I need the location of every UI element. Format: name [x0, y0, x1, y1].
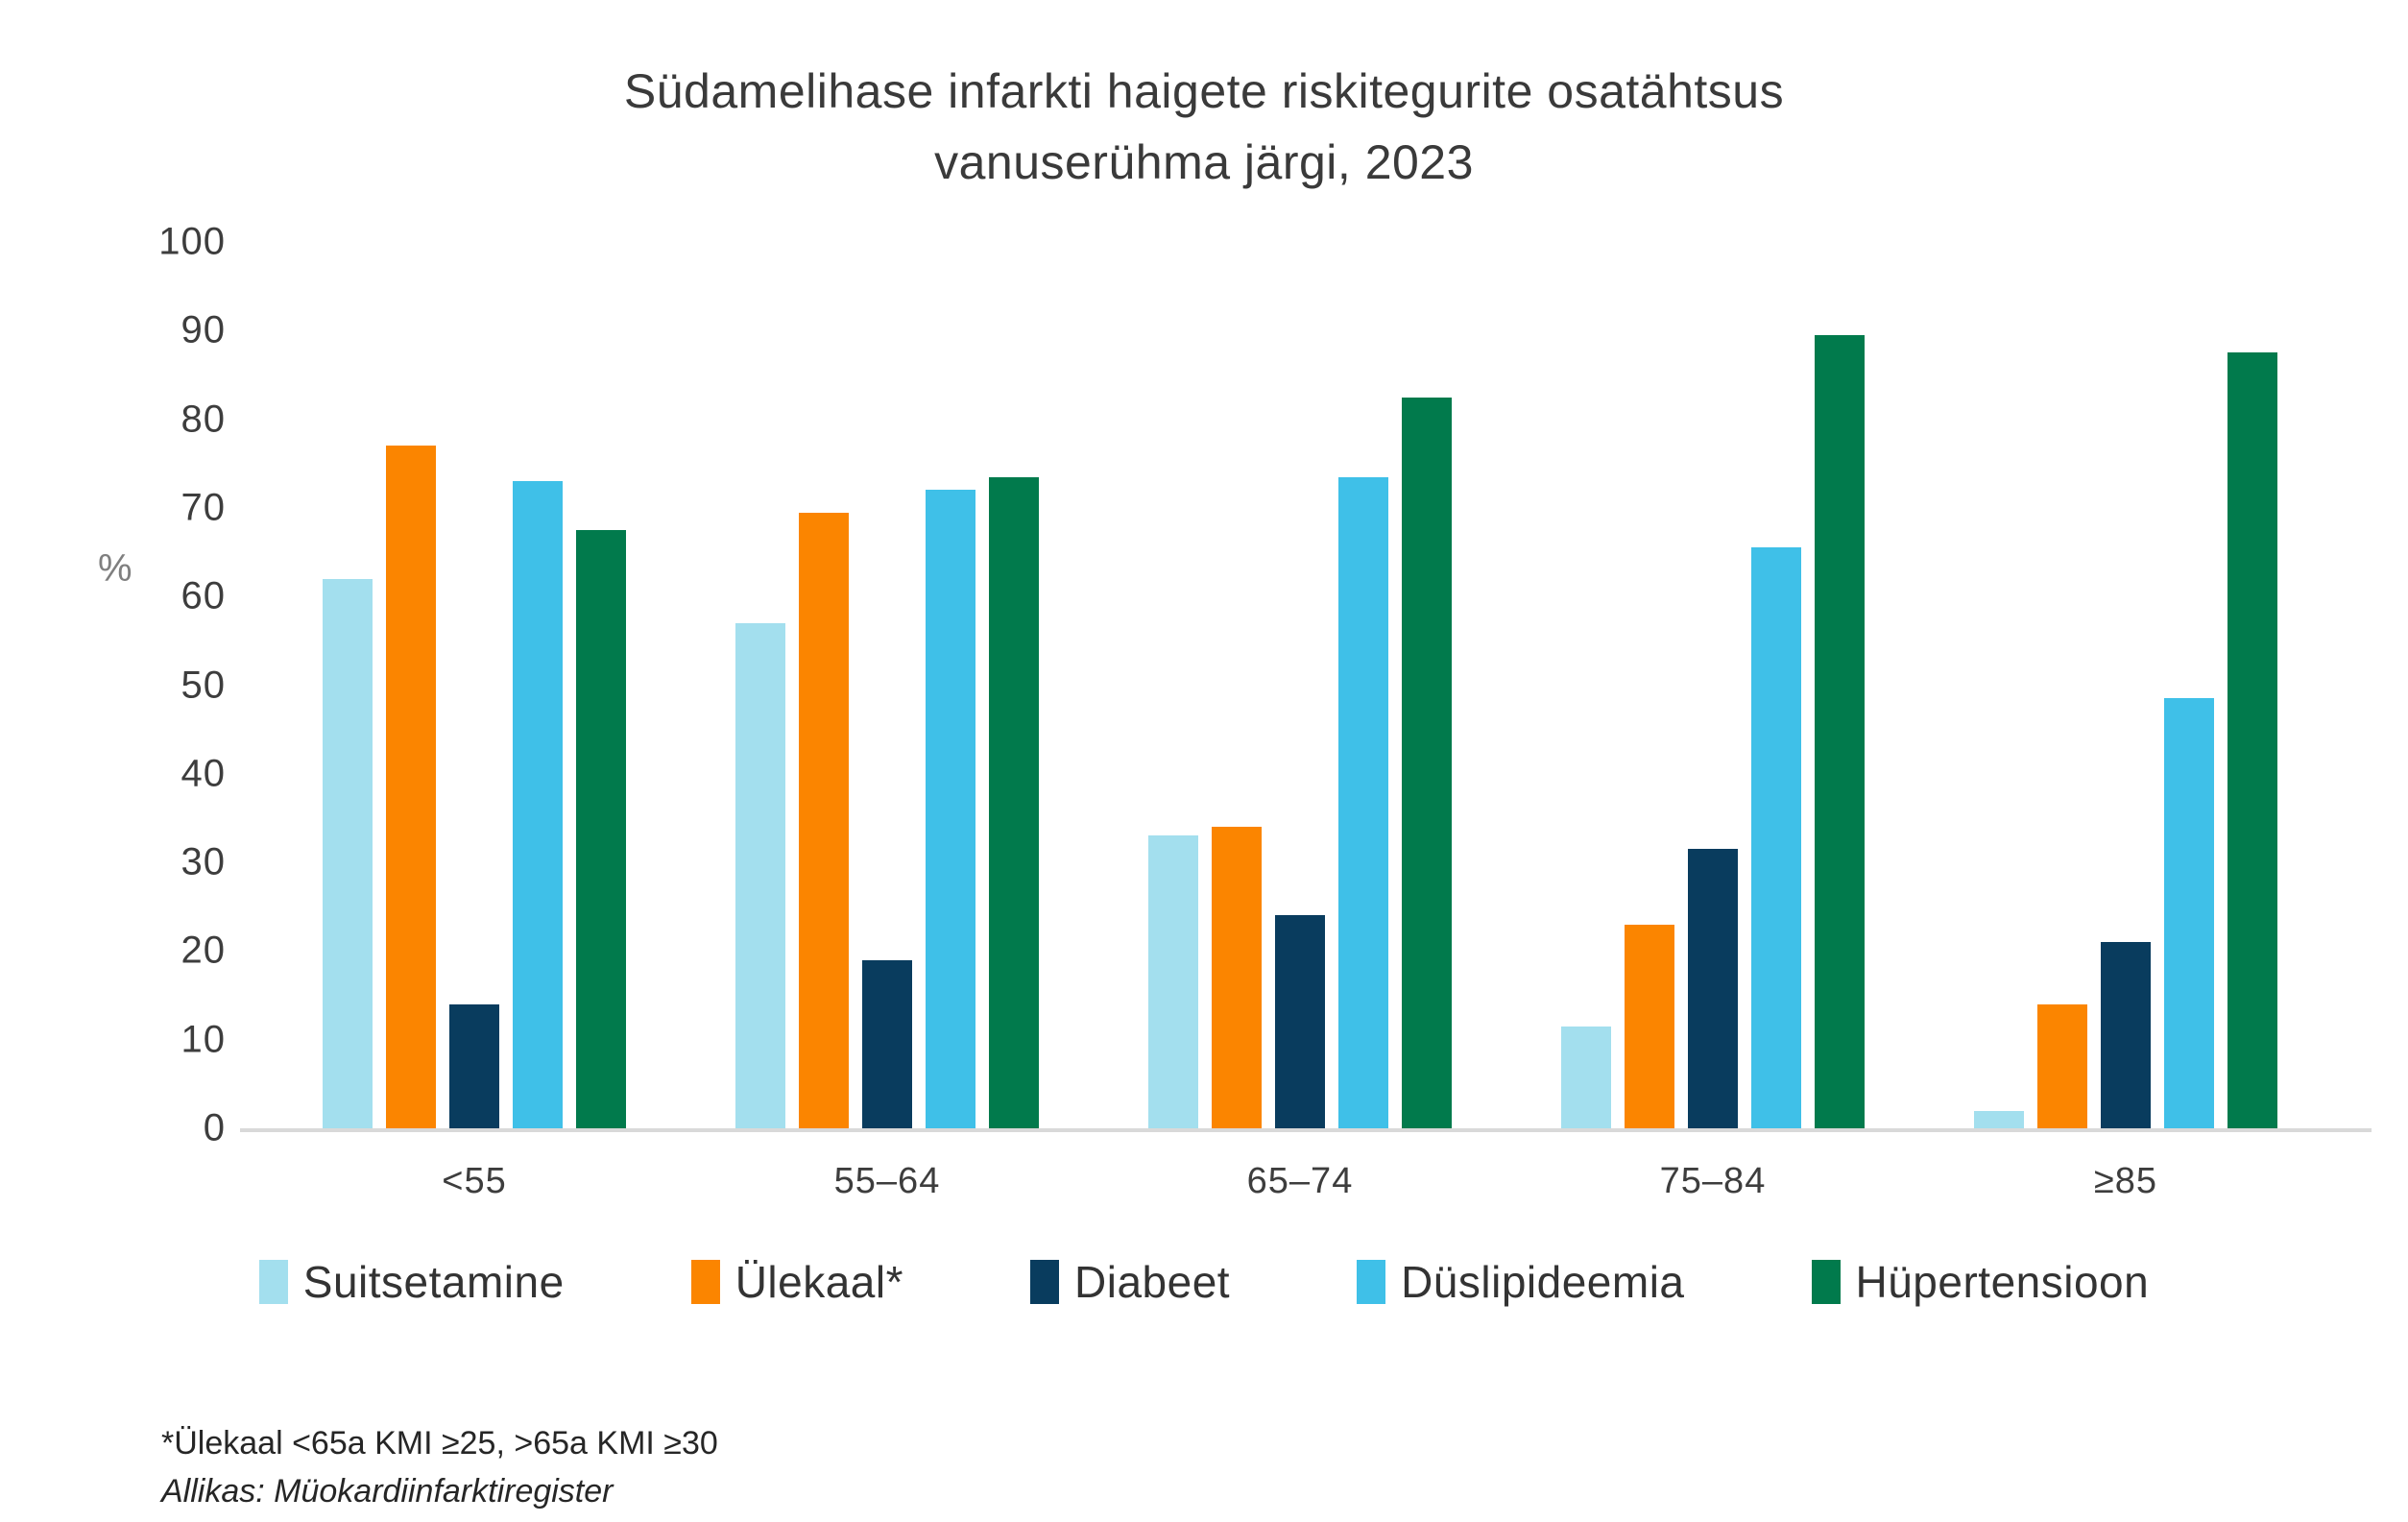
y-axis-tick: 50	[181, 664, 226, 706]
y-axis-tick: 30	[181, 840, 226, 883]
bar	[1275, 915, 1325, 1128]
bar-group	[323, 242, 626, 1128]
x-axis-line	[240, 1128, 2372, 1132]
y-axis-tick: 100	[158, 220, 226, 263]
legend-label: Diabeet	[1074, 1257, 1231, 1307]
y-axis-tick: 70	[181, 486, 226, 529]
legend-swatch-diabeet	[1030, 1260, 1060, 1304]
bar-group	[1974, 242, 2277, 1128]
bar	[2101, 942, 2151, 1128]
y-axis-tick: 80	[181, 398, 226, 441]
y-axis-title: %	[98, 547, 132, 590]
y-axis-tick: 60	[181, 574, 226, 617]
bar	[323, 578, 373, 1128]
y-axis-tick: 90	[181, 308, 226, 351]
legend-item-hupertensioon: Hüpertensioon	[1811, 1256, 2150, 1308]
bar	[1974, 1110, 2024, 1128]
bar	[862, 959, 912, 1128]
x-axis-label: <55	[442, 1161, 507, 1201]
y-axis-tick: 10	[181, 1018, 226, 1061]
bar	[799, 512, 849, 1128]
legend-label: Hüpertensioon	[1855, 1257, 2150, 1307]
bar	[1338, 476, 1388, 1128]
bar	[2164, 698, 2214, 1128]
legend-item-diabeet: Diabeet	[1030, 1256, 1230, 1308]
footnote-source: Allikas: Müokardiinfarktiregister	[161, 1473, 614, 1510]
y-axis-tick: 20	[181, 929, 226, 972]
legend-swatch-duslipideemia	[1357, 1260, 1386, 1304]
y-axis: 0 10 20 30 40 50 60 70 80 90 100	[0, 221, 226, 1149]
bar	[2227, 352, 2277, 1128]
chart-title: Südamelihase infarkti haigete riskitegur…	[0, 56, 2408, 198]
bar	[1751, 547, 1801, 1128]
legend-label: Düslipideemia	[1401, 1257, 1685, 1307]
legend-label: Ülekaal*	[734, 1257, 904, 1307]
legend-item-suitsetamine: Suitsetamine	[258, 1256, 565, 1308]
bar	[2037, 1003, 2087, 1128]
plot-area	[240, 242, 2372, 1128]
bar	[926, 490, 975, 1128]
footnotes: *Ülekaal <65a KMI ≥25, >65a KMI ≥30 Alli…	[161, 1419, 718, 1515]
legend-swatch-ulekaal	[690, 1260, 720, 1304]
x-axis-label: ≥85	[2093, 1161, 2158, 1201]
legend: Suitsetamine Ülekaal* Diabeet Düslipidee…	[0, 1256, 2408, 1308]
bar	[1561, 1026, 1611, 1128]
bar	[513, 481, 563, 1128]
bar	[1402, 397, 1452, 1128]
bar-group	[1148, 242, 1452, 1128]
bar	[735, 622, 785, 1128]
bar	[449, 1003, 499, 1128]
bar	[386, 446, 436, 1128]
footnote-definition: *Ülekaal <65a KMI ≥25, >65a KMI ≥30	[161, 1425, 718, 1462]
bar	[989, 476, 1039, 1128]
chart-title-line2: vanuserühma järgi, 2023	[934, 135, 1474, 189]
legend-swatch-suitsetamine	[258, 1260, 288, 1304]
x-axis-labels: <55 55–64 65–74 75–84 ≥85	[240, 1161, 2372, 1219]
legend-item-ulekaal: Ülekaal*	[690, 1256, 904, 1308]
legend-swatch-hupertensioon	[1811, 1260, 1841, 1304]
bar	[1625, 924, 1674, 1128]
bar-group	[735, 242, 1039, 1128]
bar	[576, 529, 626, 1128]
bar	[1148, 835, 1198, 1128]
bar	[1212, 827, 1262, 1128]
x-axis-label: 55–64	[833, 1161, 941, 1201]
bar	[1688, 849, 1738, 1128]
x-axis-label: 75–84	[1659, 1161, 1767, 1201]
legend-label: Suitsetamine	[302, 1257, 565, 1307]
x-axis-label: 65–74	[1246, 1161, 1354, 1201]
bar-group	[1561, 242, 1865, 1128]
y-axis-tick: 40	[181, 752, 226, 795]
y-axis-tick: 0	[203, 1106, 226, 1149]
chart-title-line1: Südamelihase infarkti haigete riskitegur…	[623, 64, 1785, 118]
legend-item-duslipideemia: Düslipideemia	[1357, 1256, 1684, 1308]
bar	[1815, 334, 1865, 1128]
